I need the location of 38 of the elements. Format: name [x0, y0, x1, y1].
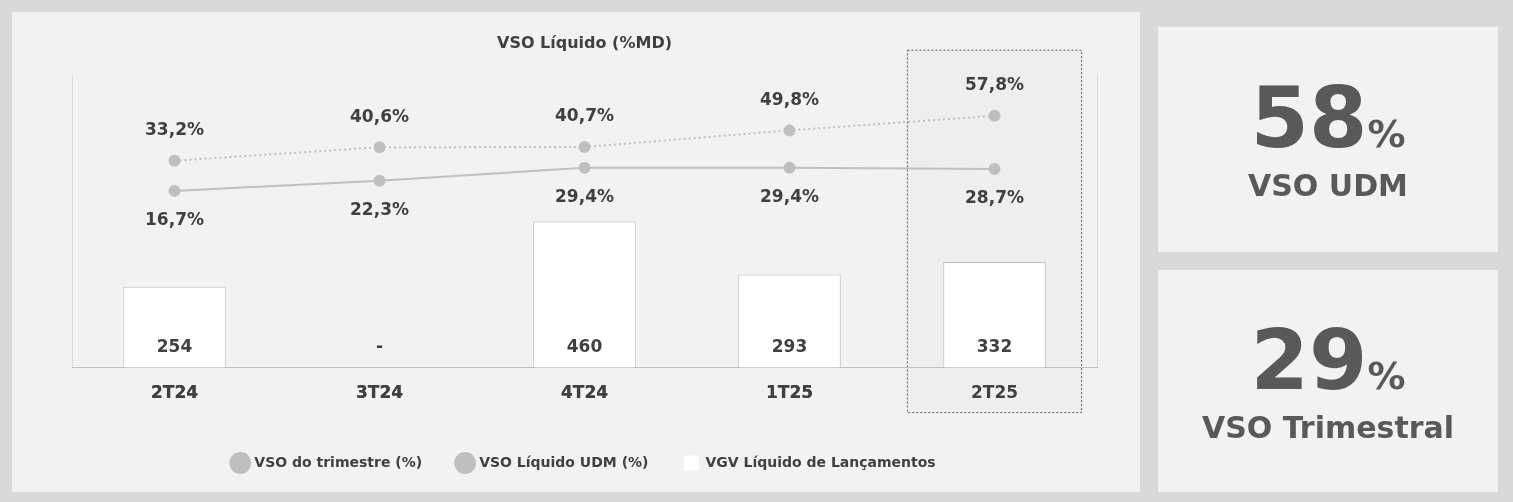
point [783, 124, 796, 137]
point [578, 141, 591, 154]
data-label: 16,7% [145, 209, 204, 230]
text: 29% [1250, 310, 1406, 409]
point [988, 109, 1001, 122]
legend-label: VSO do trimestre (%) [254, 453, 423, 470]
data-label: 293 [771, 335, 808, 356]
data-label: 332 [976, 335, 1013, 356]
data-label: 57,8% [965, 74, 1024, 95]
text: - [375, 335, 384, 356]
text: VSO Trimestral [1201, 409, 1455, 445]
point [373, 174, 386, 187]
text: 58% [1250, 69, 1406, 167]
point [578, 161, 591, 174]
legend-label: VSO Líquido UDM (%) [479, 453, 649, 470]
x-tick-label: 2T25 [970, 382, 1019, 403]
x-tick-label: 4T24 [560, 382, 609, 403]
x-tick-label: 1T25 [765, 382, 814, 403]
data-label: 29,4% [555, 186, 614, 207]
data-label: 29,4% [760, 186, 819, 207]
data-label: 28,7% [965, 187, 1024, 208]
data-label: 254 [156, 335, 193, 356]
point [783, 161, 796, 174]
x-tick-label: 2T24 [150, 382, 199, 403]
data-label: 40,7% [555, 105, 614, 126]
point [168, 184, 181, 197]
point [373, 141, 386, 154]
data-label: 33,2% [145, 119, 204, 140]
data-label: 22,3% [350, 199, 409, 220]
point [988, 162, 1001, 175]
chart-title: VSO Líquido (%MD) [497, 32, 672, 52]
data-label: 40,6% [350, 105, 409, 126]
x-tick-label: 3T24 [355, 382, 404, 403]
legend-label: VGV Líquido de Lançamentos [705, 453, 936, 470]
data-label: 49,8% [760, 88, 819, 109]
text: VSO UDM [1248, 168, 1408, 203]
data-label: 460 [566, 335, 603, 356]
point [168, 154, 181, 167]
